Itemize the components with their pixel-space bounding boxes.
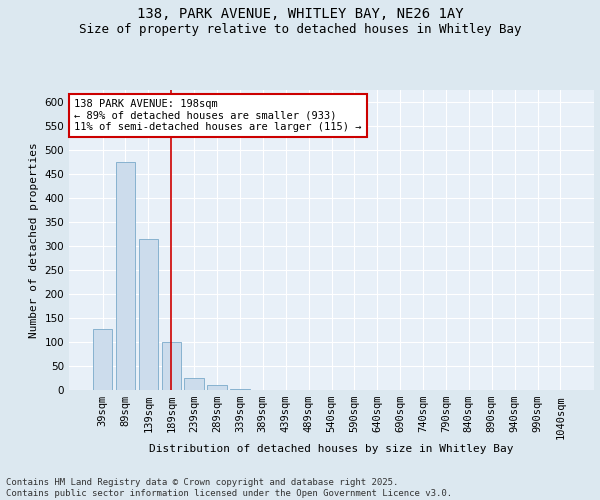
Bar [230, 389, 250, 390]
Bar [116, 162, 135, 390]
X-axis label: Distribution of detached houses by size in Whitley Bay: Distribution of detached houses by size … [149, 444, 514, 454]
Text: 138, PARK AVENUE, WHITLEY BAY, NE26 1AY: 138, PARK AVENUE, WHITLEY BAY, NE26 1AY [137, 8, 463, 22]
Bar [93, 328, 112, 390]
Bar [184, 378, 204, 390]
Bar [208, 384, 227, 390]
Text: Contains HM Land Registry data © Crown copyright and database right 2025.
Contai: Contains HM Land Registry data © Crown c… [6, 478, 452, 498]
Text: 138 PARK AVENUE: 198sqm
← 89% of detached houses are smaller (933)
11% of semi-d: 138 PARK AVENUE: 198sqm ← 89% of detache… [74, 99, 362, 132]
Text: Size of property relative to detached houses in Whitley Bay: Size of property relative to detached ho… [79, 22, 521, 36]
Bar [161, 342, 181, 390]
Y-axis label: Number of detached properties: Number of detached properties [29, 142, 39, 338]
Bar [139, 239, 158, 390]
